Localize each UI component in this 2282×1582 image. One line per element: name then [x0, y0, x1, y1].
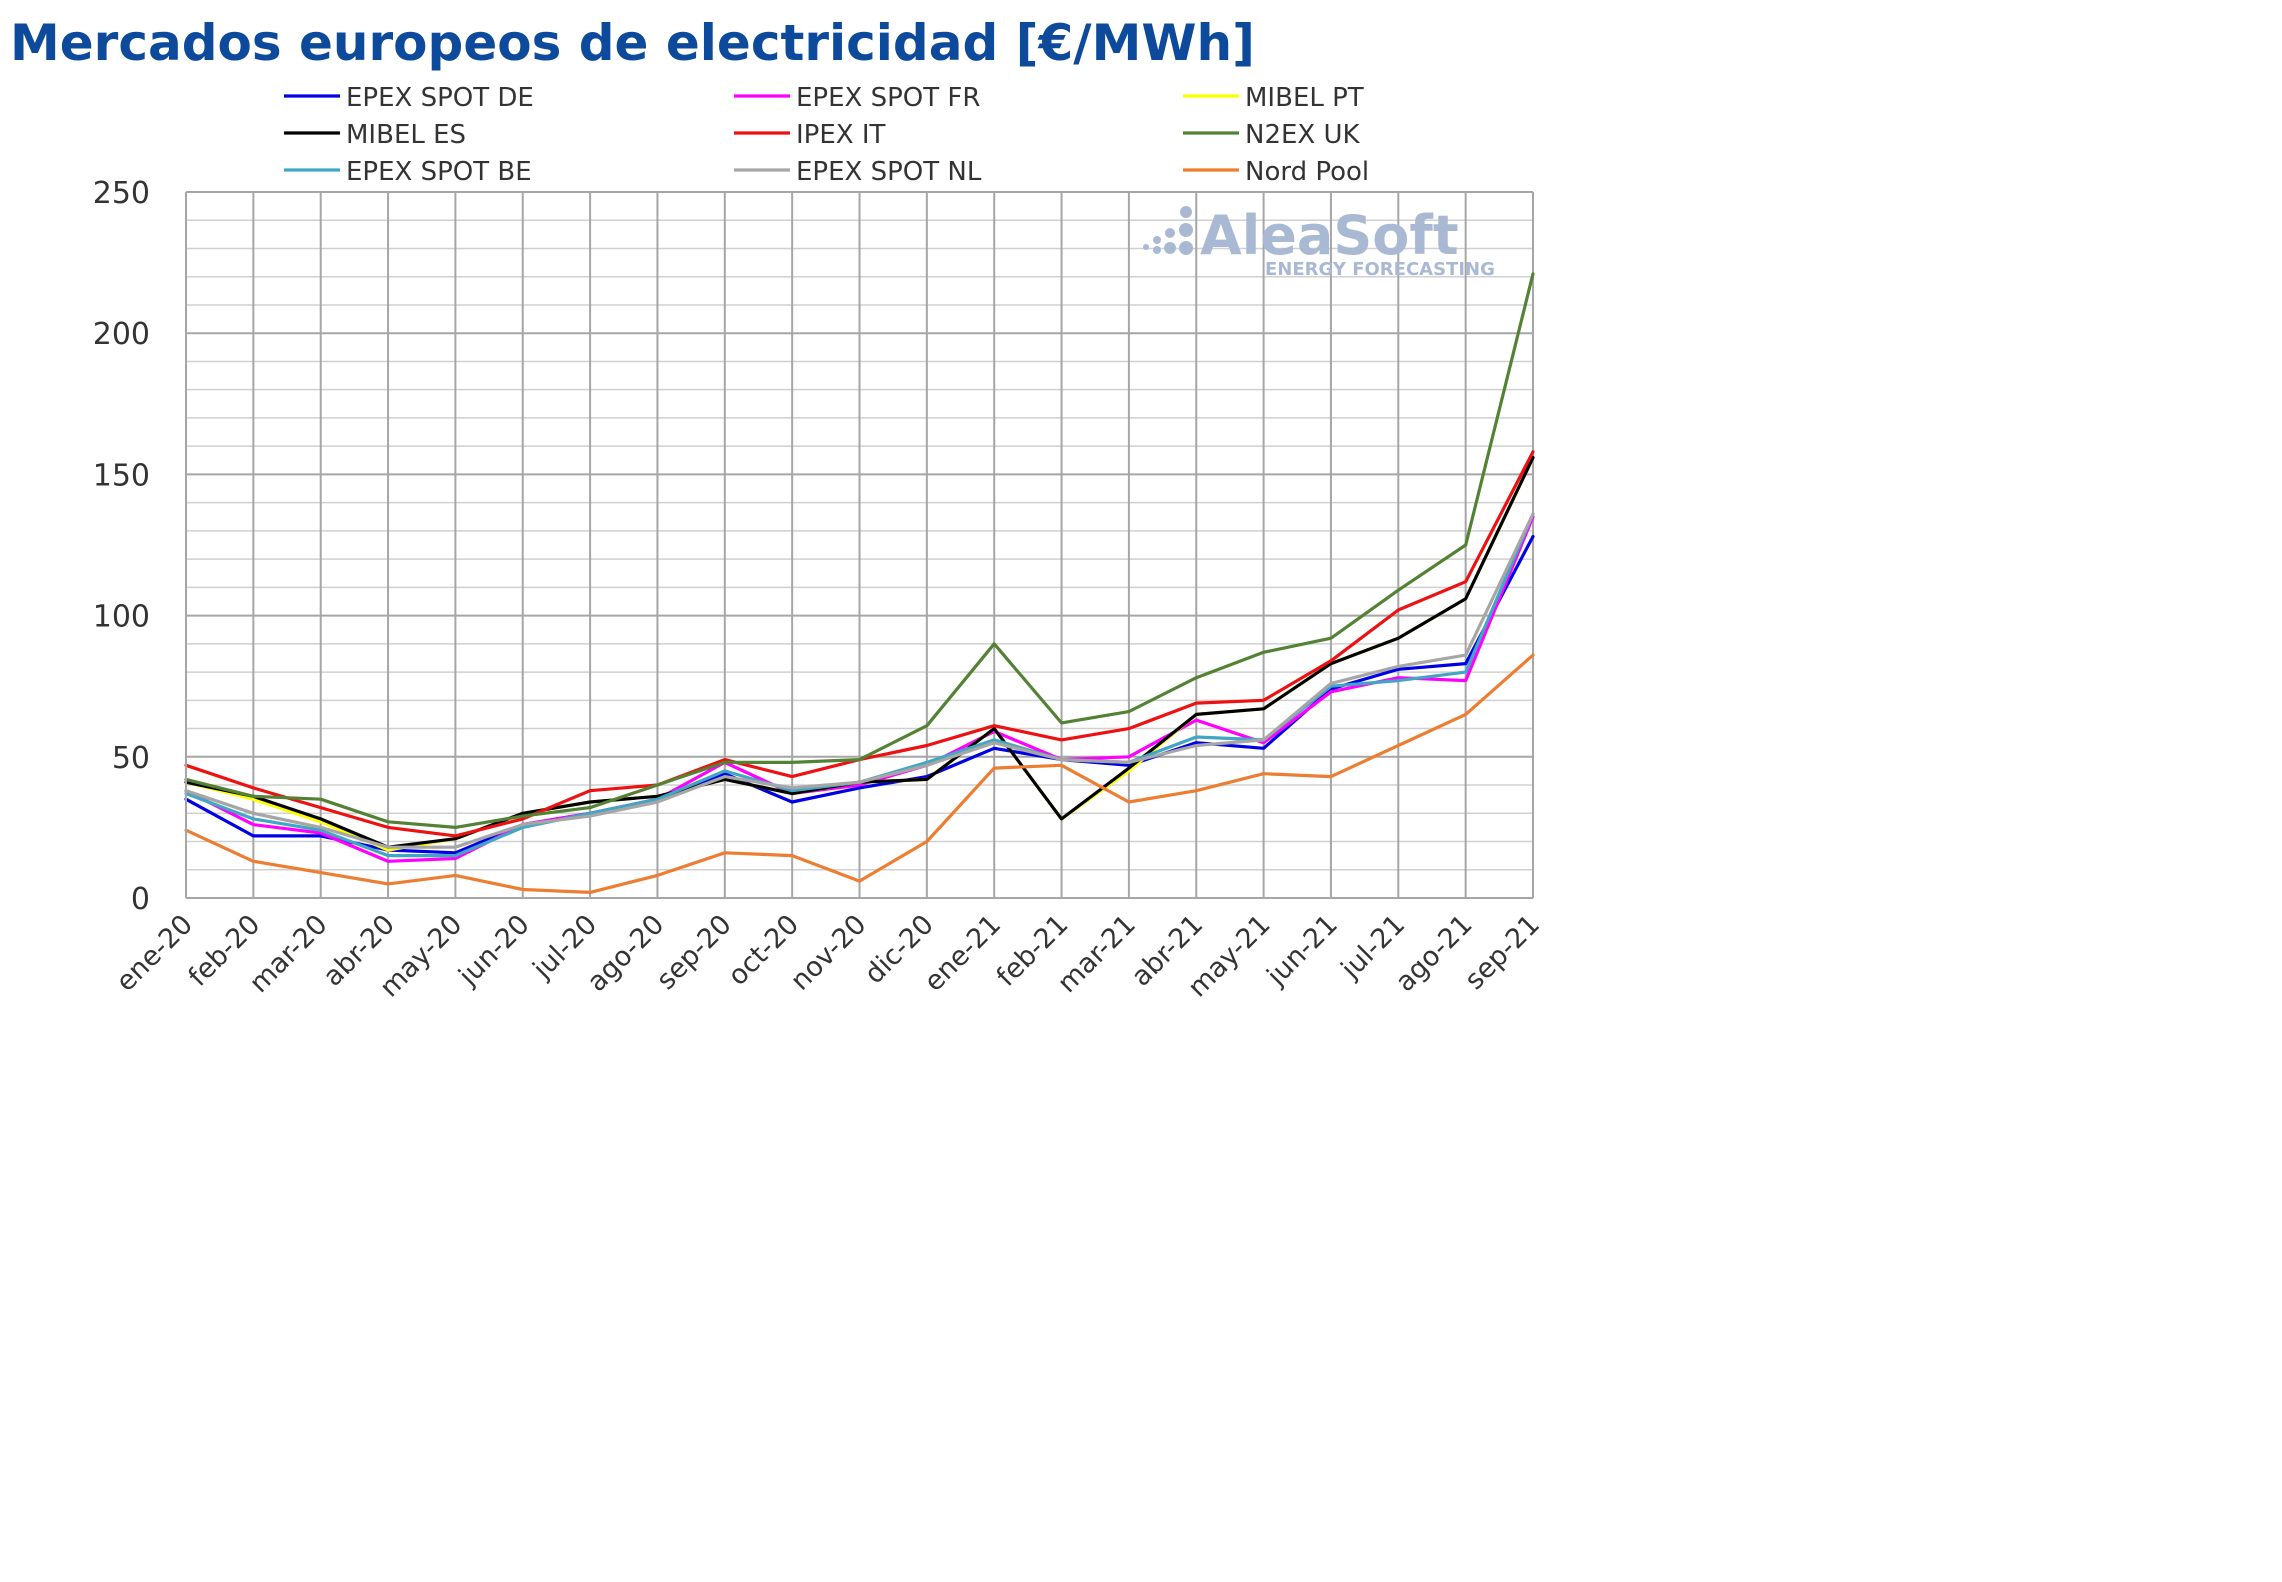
x-tick-label: ago-20 [581, 909, 670, 998]
chart-root: Mercados europeos de electricidad [€/MWh… [0, 0, 1560, 1082]
legend-label: MIBEL PT [1245, 83, 1364, 113]
series-line [184, 515, 1535, 863]
legend-label: EPEX SPOT BE [346, 157, 532, 187]
x-tick-label: sep-20 [651, 909, 738, 996]
legend-label: EPEX SPOT DE [346, 83, 534, 113]
series-lines [184, 272, 1535, 895]
y-tick-label: 150 [93, 458, 150, 493]
y-tick-label: 0 [131, 882, 150, 917]
legend-label: EPEX SPOT NL [796, 157, 982, 187]
watermark-brand: AleaSoft [1200, 204, 1459, 267]
grid [185, 191, 1534, 899]
legend-label: N2EX UK [1245, 120, 1361, 150]
y-tick-label: 50 [112, 741, 150, 776]
legend-label: EPEX SPOT FR [796, 83, 980, 113]
legend: EPEX SPOT DE EPEX SPOT FR MIBEL PT MIBEL ES… [284, 83, 1369, 187]
chart-title: Mercados europeos de electricidad [€/MWh… [10, 14, 1255, 72]
x-tick-label: jun-21 [1261, 909, 1344, 992]
x-tick-label: ene-20 [110, 909, 199, 998]
x-tick-label: ago-21 [1390, 909, 1479, 998]
series-line [184, 272, 1535, 830]
line-chart: Mercados europeos de electricidad [€/MWh… [10, 14, 1546, 1003]
aleasoft-logo-icon [1143, 206, 1193, 255]
x-tick-label: ene-21 [918, 909, 1007, 998]
watermark-tagline: ENERGY FORECASTING [1265, 259, 1495, 280]
series-line [184, 512, 1535, 849]
x-tick-label: nov-20 [785, 909, 873, 997]
axes: 050100150200250ene-20feb-20mar-20abr-20m… [93, 176, 1546, 1003]
legend-label: IPEX IT [796, 120, 886, 150]
y-tick-label: 250 [93, 176, 150, 211]
series-line [184, 653, 1535, 895]
y-tick-label: 100 [93, 600, 150, 635]
x-tick-label: sep-21 [1459, 909, 1546, 996]
legend-label: MIBEL ES [346, 120, 466, 150]
x-tick-label: jun-20 [452, 909, 535, 992]
y-tick-label: 200 [93, 317, 150, 352]
aleasoft-watermark: AleaSoft ENERGY FORECASTING [1143, 204, 1495, 280]
legend-label: Nord Pool [1245, 157, 1369, 187]
